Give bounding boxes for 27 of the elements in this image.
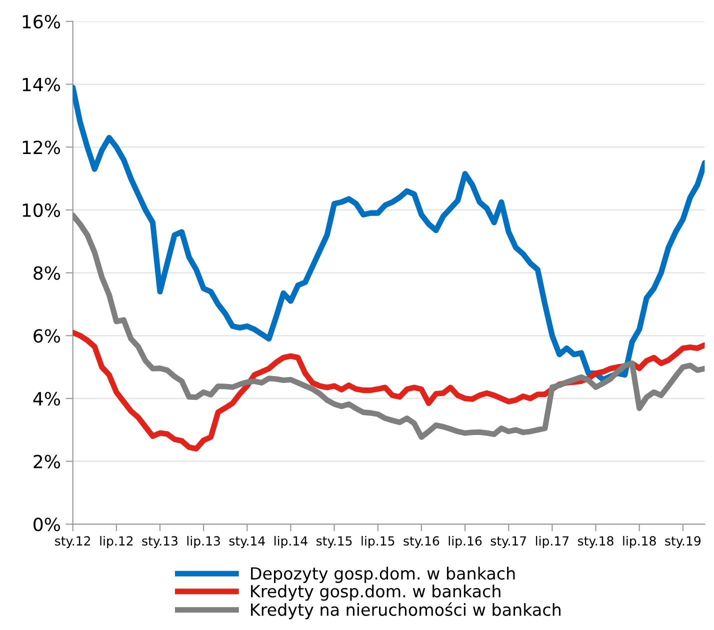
legend-label: Kredyty gosp.dom. w bankach [251,584,500,601]
x-tick-label: sty.12 [55,536,90,548]
x-tick-label: lip.18 [623,536,656,548]
y-tick-label: 2% [34,454,60,468]
y-tick-label: 12% [22,140,60,154]
y-tick-label: 16% [22,14,60,29]
x-tick-label: sty.19 [665,536,701,548]
x-tick-label: sty.18 [578,536,614,548]
x-tick-label: lip.12 [100,536,133,548]
x-tick-label: sty.17 [490,536,526,548]
x-tick-label: lip.13 [187,536,220,548]
y-tick-label: 0% [34,518,60,532]
x-tick-label: lip.15 [362,536,394,548]
x-tick-label: sty.13 [142,536,178,548]
y-tick-label: 14% [22,78,60,92]
x-tick-label: lip.14 [274,536,308,548]
x-tick-label: sty.14 [229,536,265,548]
legend-label: Kredyty na nieruchomości w bankach [251,602,560,620]
y-tick-label: 10% [22,203,60,218]
x-tick-label: lip.17 [536,536,569,548]
legend-label: Depozyty gosp.dom. w bankach [251,566,515,583]
x-tick-label: sty.15 [316,536,352,548]
x-tick-label: sty.16 [404,536,440,548]
y-tick-label: 8% [34,266,60,280]
y-tick-label: 4% [33,392,60,406]
y-tick-label: 6% [34,329,60,343]
x-tick-label: lip.16 [448,536,482,548]
